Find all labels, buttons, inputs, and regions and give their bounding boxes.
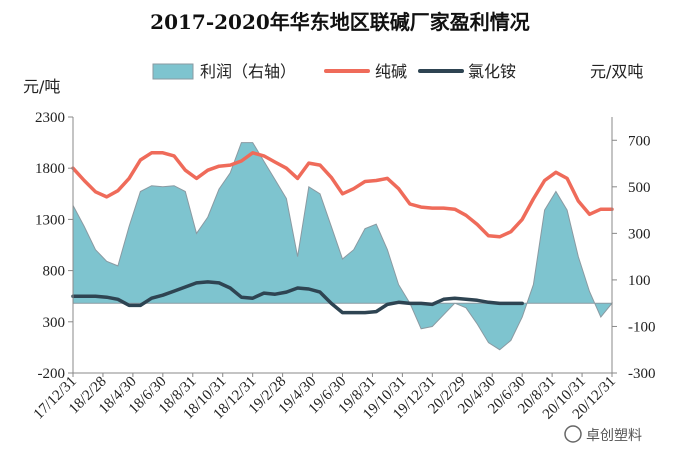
watermark: 卓创塑料	[564, 425, 642, 444]
chart-title: 2017-2020年华东地区联碱厂家盈利情况	[150, 10, 530, 34]
axes	[68, 116, 617, 377]
right-tick-label: 300	[628, 226, 651, 242]
plot-area	[71, 142, 614, 351]
watermark-icon	[564, 425, 582, 443]
left-axis-unit: 元/吨	[23, 77, 60, 96]
ammonium-chloride-line	[71, 280, 524, 315]
right-tick-label: -100	[628, 319, 656, 335]
legend-soda-label: 纯碱	[375, 62, 407, 81]
legend: 利润（右轴） 纯碱 氯化铵	[152, 62, 516, 81]
right-tick-label: 700	[628, 133, 651, 149]
right-tick-label: -300	[628, 366, 656, 382]
legend-profit-label: 利润（右轴）	[200, 62, 296, 81]
right-axis-unit: 元/双吨	[590, 62, 643, 81]
right-tick-label: 100	[628, 273, 651, 289]
left-tick-label: 800	[43, 264, 66, 280]
profit-area	[72, 142, 614, 351]
legend-ammonium-label: 氯化铵	[468, 62, 516, 81]
left-tick-label: 1800	[35, 161, 65, 177]
left-tick-label: 1300	[35, 212, 65, 228]
soda-ash-line	[71, 151, 614, 239]
left-tick-label: 300	[43, 315, 66, 331]
right-tick-label: 500	[628, 180, 651, 196]
left-tick-label: 2300	[35, 110, 65, 126]
left-tick-label: -200	[38, 366, 66, 382]
legend-profit-swatch	[152, 63, 194, 80]
watermark-text: 卓创塑料	[586, 428, 642, 444]
